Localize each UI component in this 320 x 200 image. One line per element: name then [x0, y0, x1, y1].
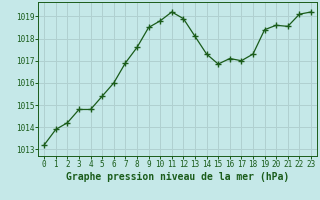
X-axis label: Graphe pression niveau de la mer (hPa): Graphe pression niveau de la mer (hPa) — [66, 172, 289, 182]
